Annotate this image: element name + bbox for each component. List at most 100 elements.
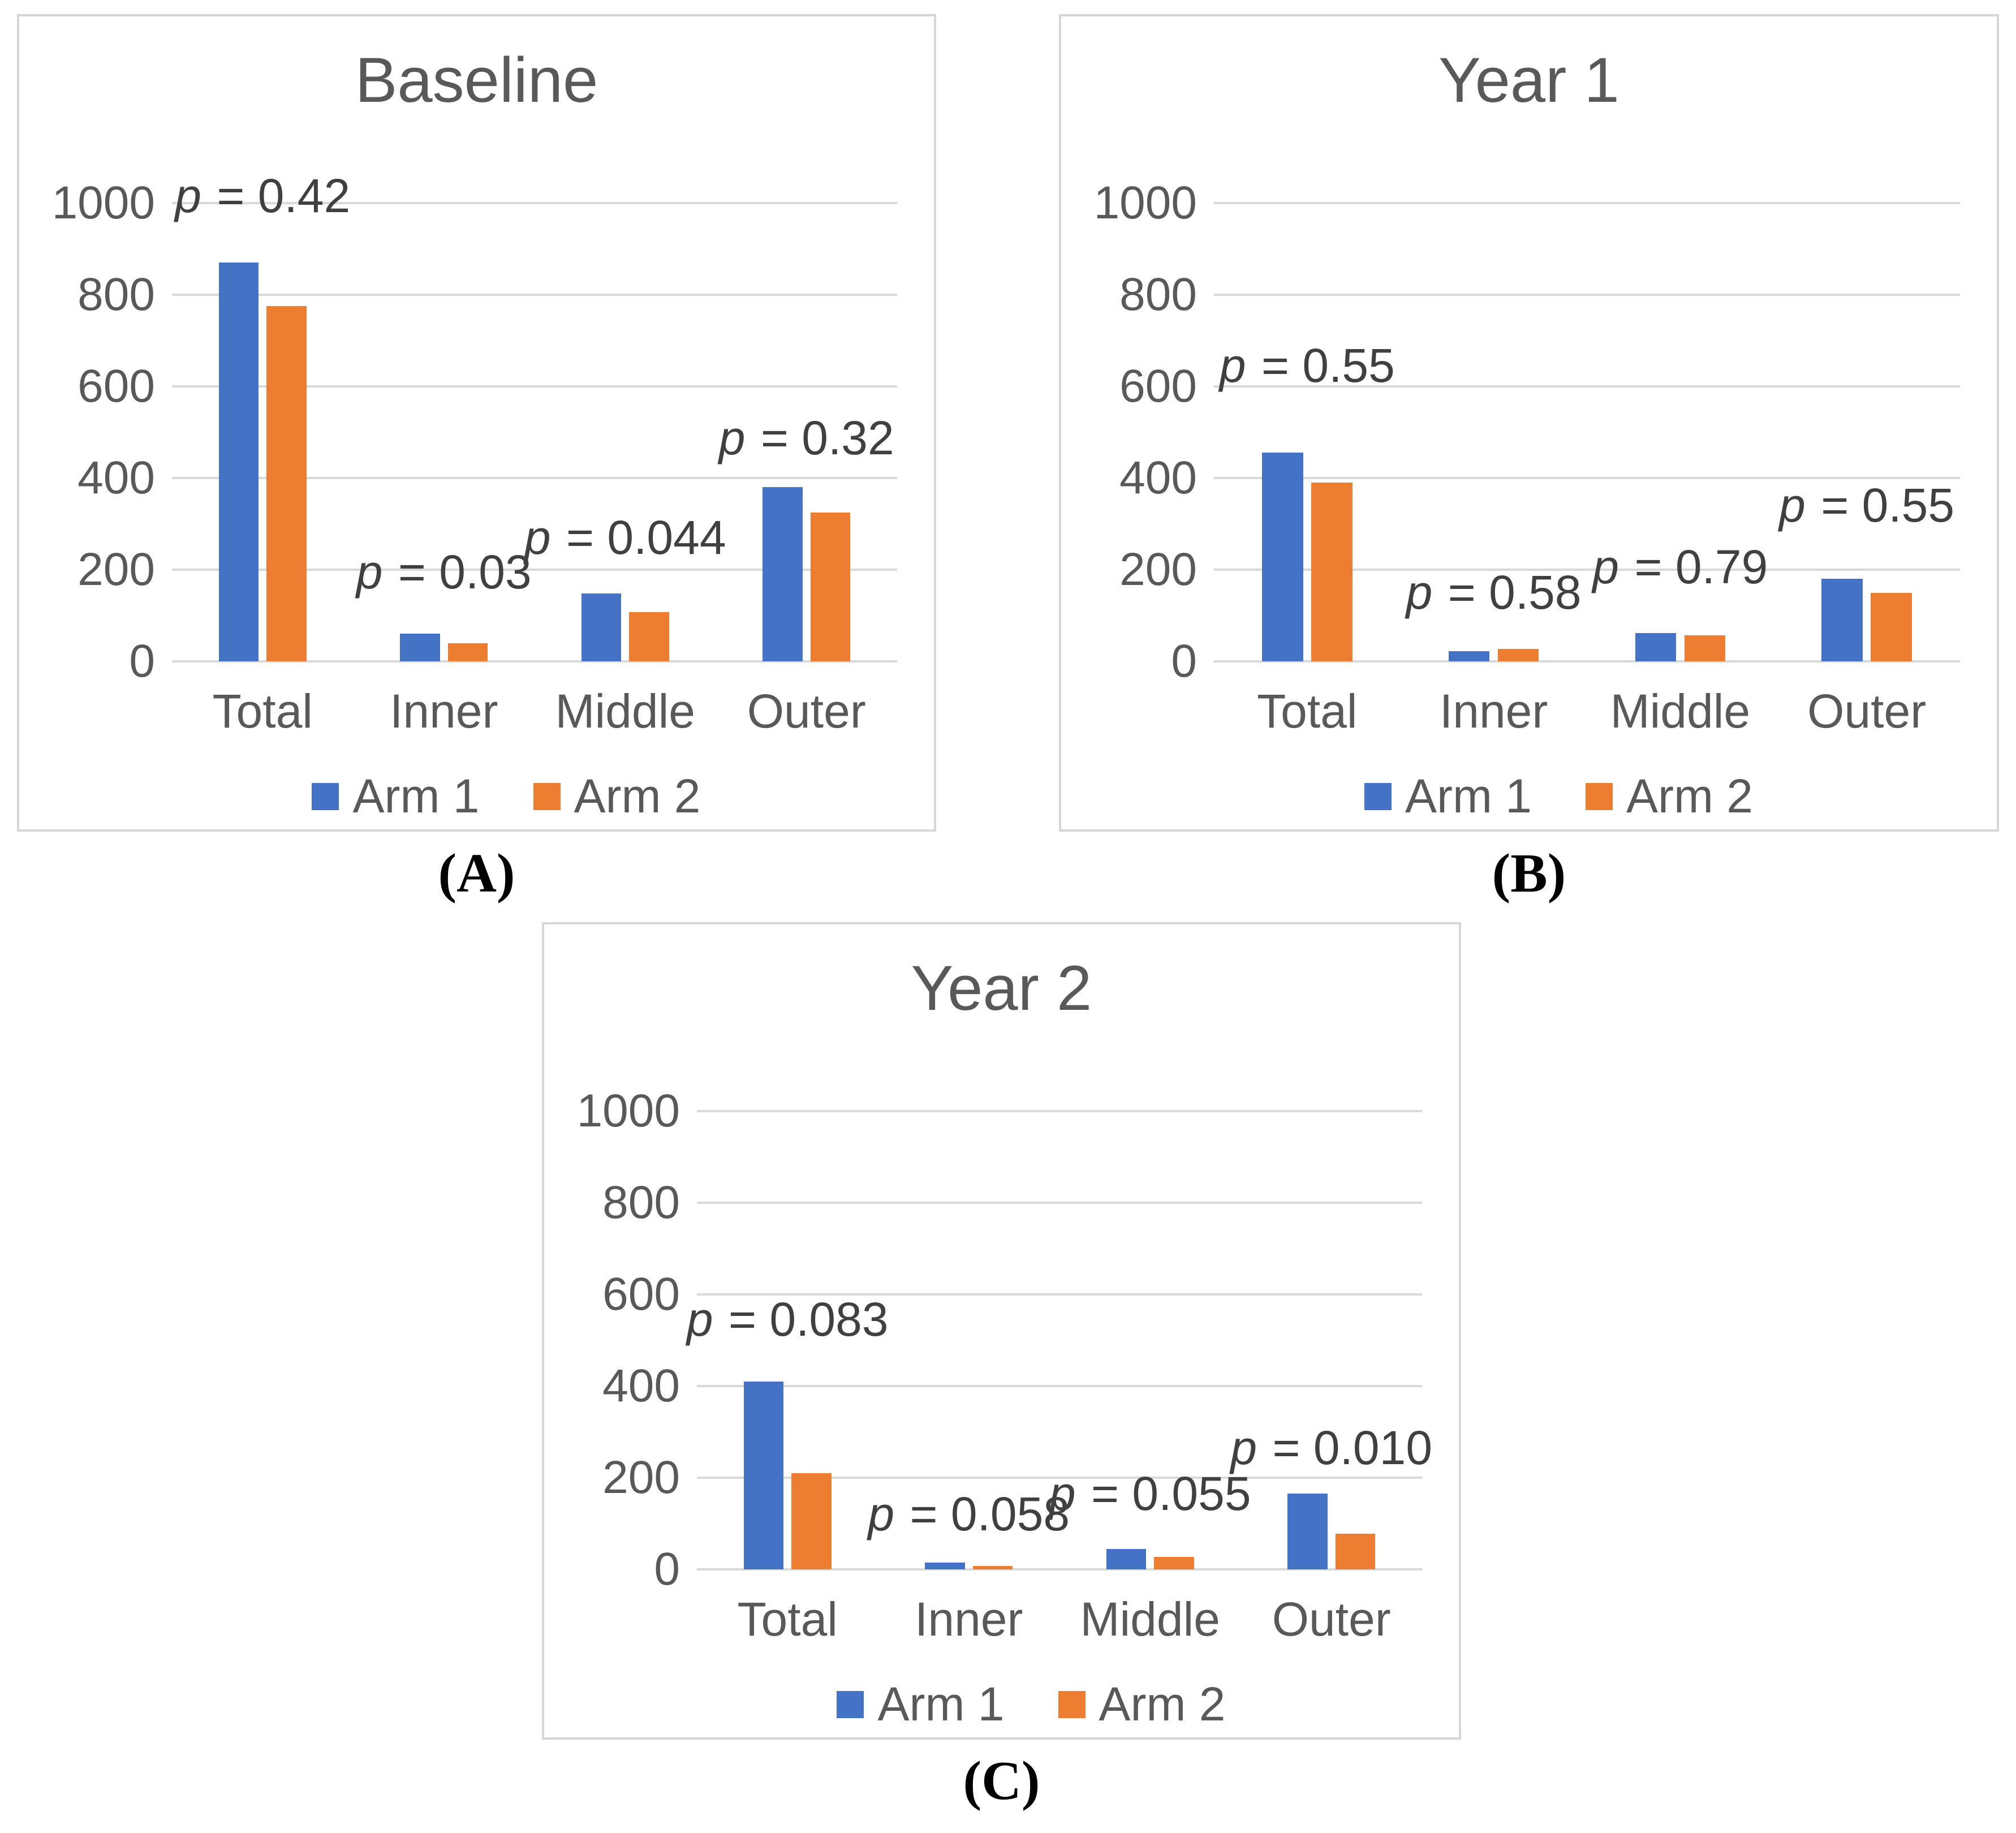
bar-arm1-inner <box>1448 651 1490 661</box>
bar-arm2-inner <box>972 1565 1013 1569</box>
plot-area-year1: 0 200 400 600 800 1000 p = 0.55 Total p = 0.58 In… <box>1094 179 1960 823</box>
y-axis-tick-label: 1000 <box>1093 177 1197 229</box>
p-symbol: p <box>175 169 201 223</box>
y-axis-tick-label: 200 <box>602 1452 680 1503</box>
p-symbol: p <box>1230 1421 1257 1474</box>
bar-arm2-total <box>791 1473 832 1569</box>
legend-label: Arm 2 <box>1099 1677 1226 1731</box>
p-value-annotation-total: p = 0.42 <box>175 169 351 223</box>
x-axis-category-label-outer: Outer <box>747 685 866 738</box>
gridline-200 <box>172 569 897 571</box>
y-axis-tick-label: 600 <box>602 1268 680 1320</box>
x-axis-category-label-total: Total <box>737 1593 838 1646</box>
bar-arm1-outer <box>1821 579 1863 661</box>
y-axis-tick-label: 600 <box>1119 360 1197 412</box>
gridline-1000 <box>172 202 897 204</box>
p-value-annotation-outer: p = 0.55 <box>1779 479 1955 532</box>
chart-title-year1: Year 1 <box>1438 45 1619 115</box>
p-value-annotation-inner: p = 0.03 <box>356 545 532 599</box>
bar-arm1-inner <box>925 1562 965 1569</box>
p-value-annotation-total: p = 0.083 <box>686 1293 889 1346</box>
plot-area-baseline: 0 200 400 600 800 1000 p = 0.42 Total p = 0.03 In… <box>52 169 897 823</box>
x-axis-category-label-middle: Middle <box>1080 1593 1220 1646</box>
x-axis-category-label-total: Total <box>212 685 313 738</box>
legend-label: Arm 2 <box>1626 769 1754 823</box>
p-symbol: p <box>1049 1466 1076 1520</box>
bar-arm1-middle <box>1106 1548 1147 1569</box>
p-value-annotation-middle: p = 0.044 <box>524 510 726 564</box>
bar-arm1-outer <box>1287 1494 1328 1569</box>
panel-label-b: (B) <box>1492 843 1566 904</box>
panel-label-a: (A) <box>438 843 515 904</box>
p-symbol: p <box>1592 540 1619 593</box>
y-axis-tick-label: 800 <box>602 1177 680 1228</box>
p-value-annotation-inner: p = 0.58 <box>1406 566 1582 619</box>
bar-arm2-total <box>1311 483 1352 661</box>
bar-arm2-inner <box>447 643 488 661</box>
gridline-800 <box>1214 294 1960 296</box>
legend: Arm 1 Arm 2 <box>640 1677 1422 1732</box>
legend: Arm 1 Arm 2 <box>1157 769 1960 824</box>
legend: Arm 1 Arm 2 <box>115 769 897 824</box>
bar-arm2-inner <box>1497 649 1539 661</box>
y-axis-tick-label: 400 <box>77 452 155 504</box>
bar-arm2-total <box>266 306 307 661</box>
bar-arm1-outer <box>763 487 803 661</box>
y-axis-tick-label: 1000 <box>51 177 155 229</box>
bar-arm2-middle <box>629 612 669 661</box>
p-symbol: p <box>718 411 746 465</box>
p-value-annotation-total: p = 0.55 <box>1219 339 1395 393</box>
legend-item-arm2: Arm 2 <box>1058 1677 1226 1732</box>
y-axis-tick-label: 200 <box>1119 544 1197 595</box>
gridline-1000 <box>1214 202 1960 204</box>
gridline-200 <box>1214 569 1960 571</box>
panel-year1: Year 1 0 200 400 600 800 1000 p = 0.55 Total p =… <box>1059 14 1999 832</box>
gridline-800 <box>172 294 897 296</box>
legend-item-arm1: Arm 1 <box>312 769 480 824</box>
panel-baseline: Baseline 0 200 400 600 800 1000 p = 0.42 Total p… <box>17 14 936 832</box>
p-symbol: p <box>1406 566 1433 619</box>
panel-label-c: (C) <box>963 1750 1040 1812</box>
p-value-annotation-inner: p = 0.058 <box>868 1487 1070 1541</box>
gridline-600 <box>172 385 897 388</box>
chart-title-year2: Year 2 <box>911 953 1092 1023</box>
plot-area-year2: 0 200 400 600 800 1000 p = 0.083 Total p = 0.058… <box>577 1087 1433 1731</box>
y-axis-tick-label: 0 <box>129 635 155 687</box>
gridline-400 <box>172 477 897 479</box>
legend-swatch-icon <box>1364 782 1392 810</box>
panel-year2: Year 2 0 200 400 600 800 1000 p = 0.083 Total p … <box>542 922 1461 1740</box>
gridline-400 <box>1214 477 1960 479</box>
x-axis-category-label-outer: Outer <box>1272 1593 1391 1646</box>
x-axis-category-label-inner: Inner <box>390 685 498 738</box>
y-axis-tick-label: 0 <box>1171 635 1197 687</box>
x-axis-category-label-inner: Inner <box>915 1593 1023 1646</box>
y-axis-tick-label: 800 <box>1119 269 1197 320</box>
y-axis-tick-label: 600 <box>77 360 155 412</box>
chart-title-baseline: Baseline <box>355 45 598 115</box>
bar-arm2-middle <box>1154 1557 1194 1569</box>
y-axis-tick-label: 400 <box>1119 452 1197 504</box>
x-axis-category-label-middle: Middle <box>555 685 695 738</box>
bar-arm1-middle <box>1635 632 1677 661</box>
bar-arm1-middle <box>581 593 622 661</box>
x-axis-category-label-middle: Middle <box>1610 685 1751 738</box>
legend-item-arm1: Arm 1 <box>1364 769 1532 824</box>
legend-swatch-icon <box>312 782 339 810</box>
gridline-600 <box>1214 385 1960 388</box>
bar-arm2-outer <box>1335 1533 1376 1569</box>
y-axis-tick-label: 200 <box>77 544 155 595</box>
bar-arm1-total <box>1262 453 1303 661</box>
x-axis-category-label-total: Total <box>1257 685 1358 738</box>
legend-label: Arm 1 <box>352 769 480 823</box>
bar-arm2-outer <box>810 512 851 661</box>
bar-arm1-inner <box>400 634 440 661</box>
y-axis-tick-label: 1000 <box>576 1085 680 1137</box>
x-axis-category-label-outer: Outer <box>1807 685 1927 738</box>
legend-swatch-icon <box>837 1690 864 1718</box>
legend-item-arm1: Arm 1 <box>837 1677 1005 1732</box>
p-symbol: p <box>868 1487 895 1541</box>
legend-swatch-icon <box>1058 1690 1085 1718</box>
p-symbol: p <box>1779 479 1806 532</box>
bar-arm2-middle <box>1684 635 1726 661</box>
p-symbol: p <box>524 510 551 564</box>
